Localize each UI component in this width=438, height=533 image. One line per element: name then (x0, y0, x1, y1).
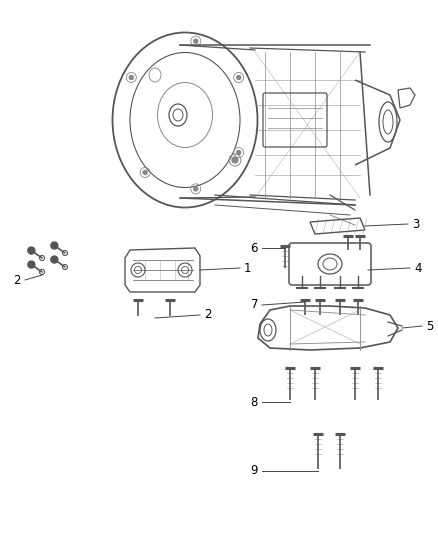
Text: 1: 1 (244, 262, 251, 274)
Text: 3: 3 (412, 217, 419, 230)
Text: 9: 9 (251, 464, 258, 478)
Circle shape (28, 261, 35, 268)
Text: 2: 2 (204, 309, 212, 321)
Circle shape (194, 39, 198, 43)
Circle shape (194, 187, 198, 191)
Circle shape (28, 247, 35, 254)
Text: 2: 2 (14, 273, 21, 287)
Circle shape (143, 171, 147, 174)
Circle shape (232, 157, 238, 163)
Circle shape (237, 76, 241, 79)
Circle shape (129, 76, 133, 79)
Circle shape (237, 150, 241, 155)
Text: 6: 6 (251, 241, 258, 254)
Circle shape (51, 256, 58, 263)
Text: 8: 8 (251, 395, 258, 408)
Text: 5: 5 (426, 319, 433, 333)
Text: 7: 7 (251, 298, 258, 311)
Text: 4: 4 (414, 262, 421, 274)
Circle shape (51, 242, 58, 249)
